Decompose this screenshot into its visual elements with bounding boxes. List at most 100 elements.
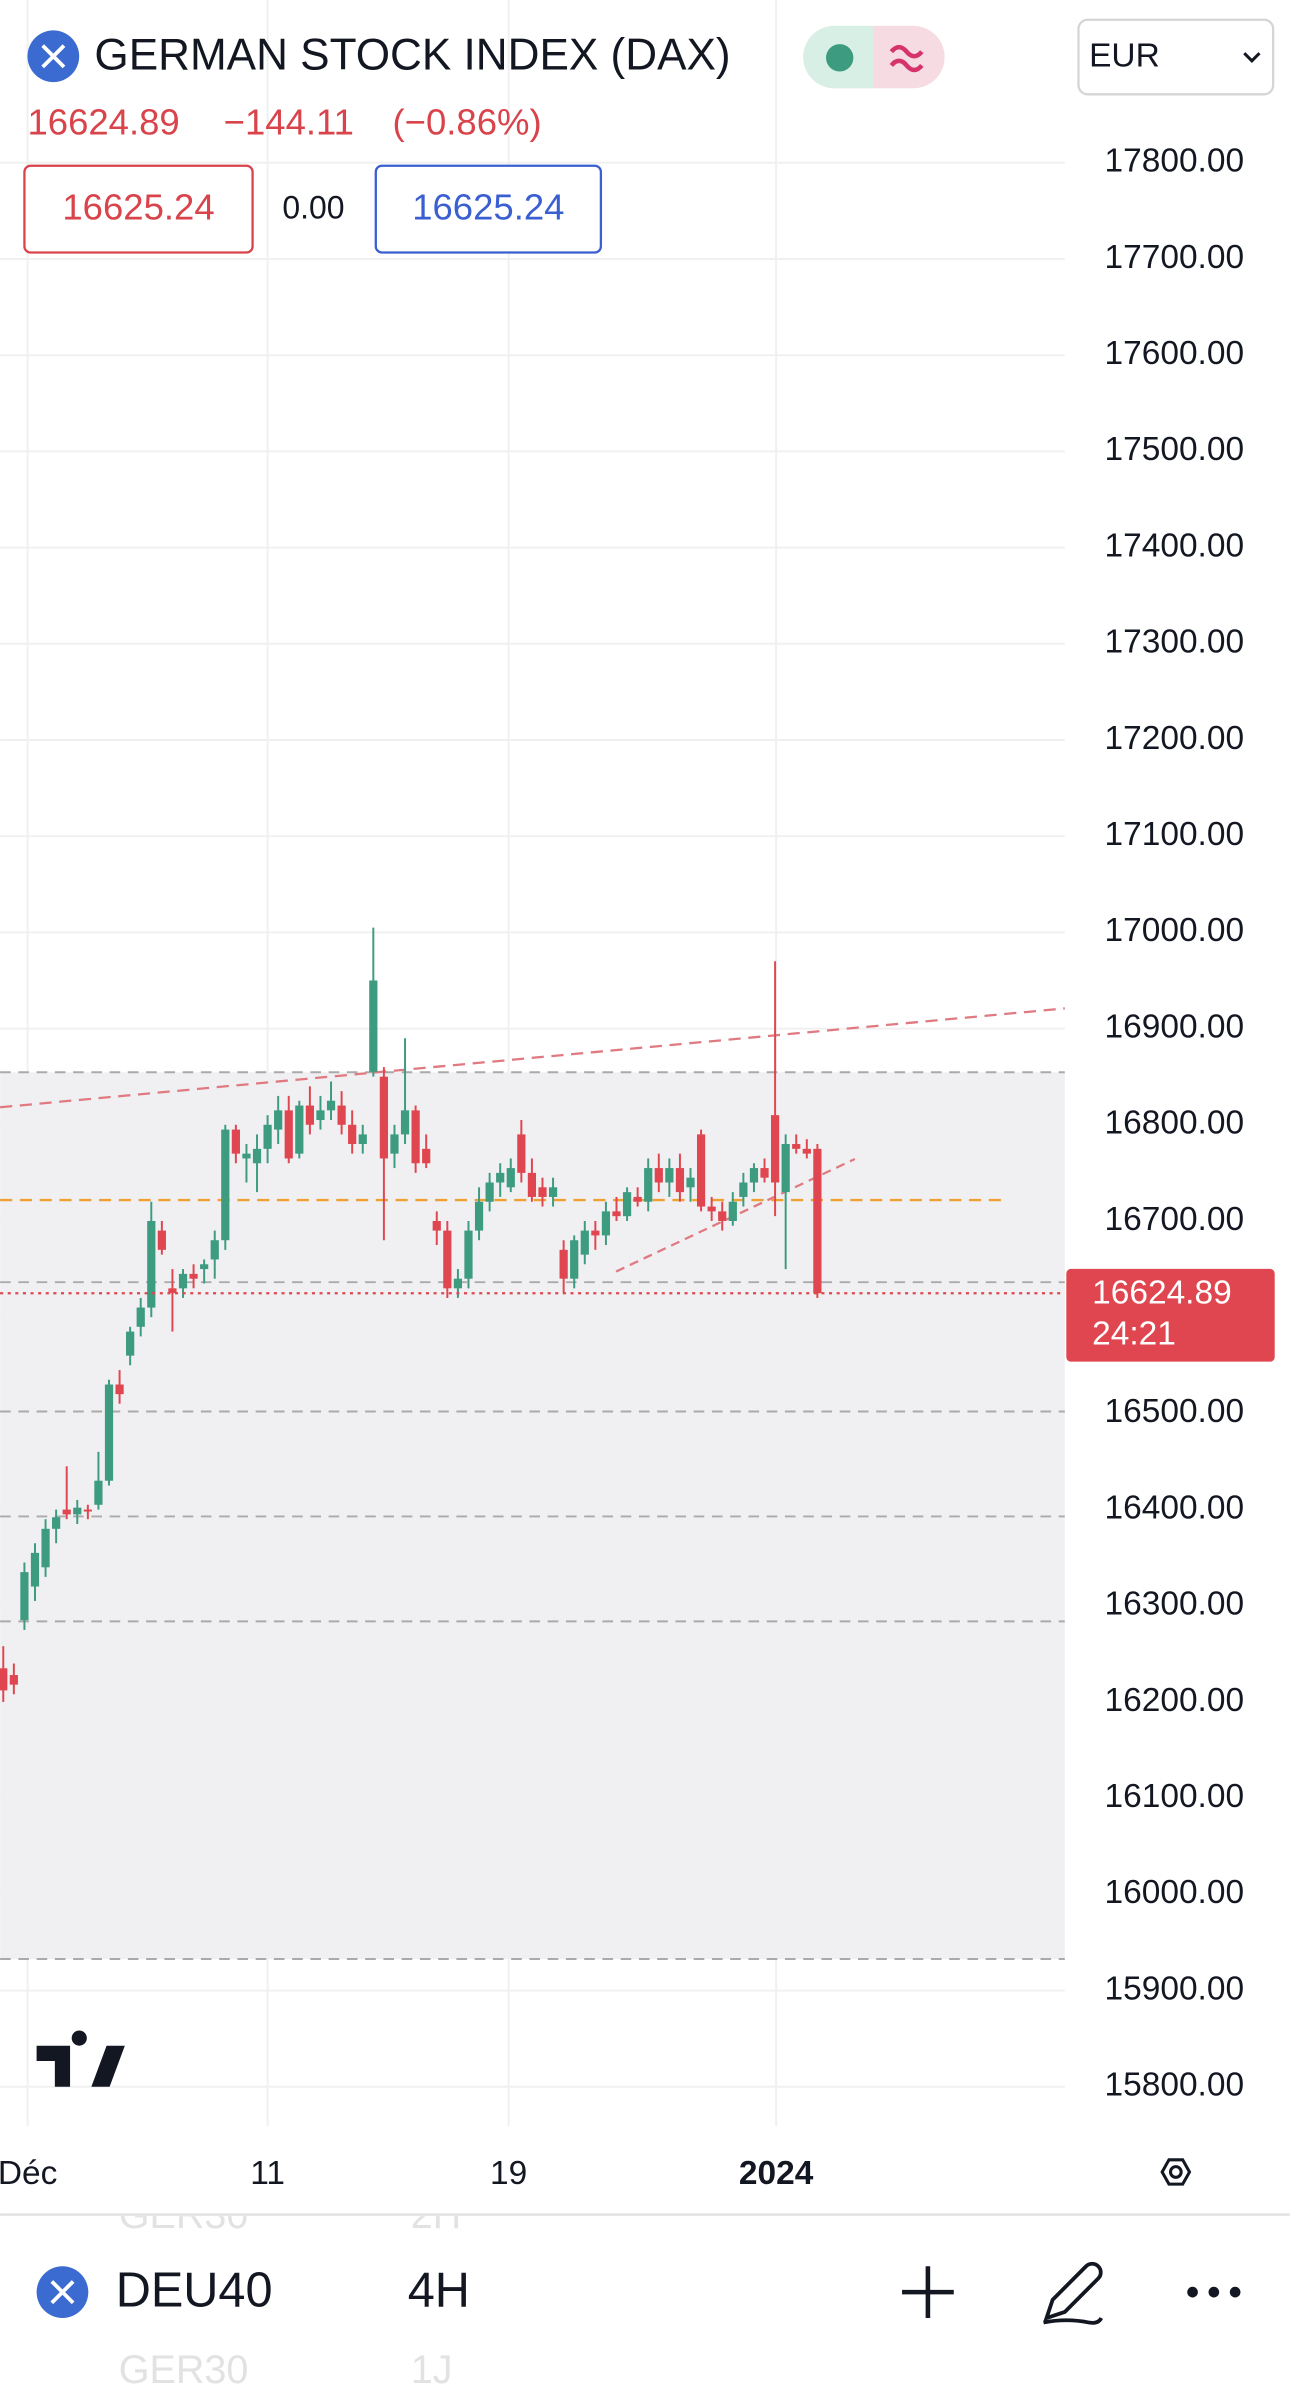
candle-body xyxy=(316,1110,325,1120)
y-tick-label: 16800.00 xyxy=(1105,1105,1245,1142)
candle-body xyxy=(559,1249,568,1279)
candle-body xyxy=(474,1201,484,1231)
last-price-box xyxy=(1066,1268,1275,1362)
candle-body xyxy=(136,1307,145,1327)
price-change-pct: (−0.86%) xyxy=(393,101,542,142)
buy-price: 16625.24 xyxy=(412,187,564,228)
candle-body xyxy=(178,1273,188,1289)
candle-body xyxy=(792,1144,801,1149)
y-tick-label: 15800.00 xyxy=(1105,2067,1245,2104)
symbol[interactable]: DEU40 xyxy=(116,2264,273,2318)
candle-body xyxy=(326,1100,336,1111)
y-tick-label: 16200.00 xyxy=(1105,1682,1245,1719)
candle-body xyxy=(654,1168,663,1183)
y-tick-label: 17400.00 xyxy=(1105,527,1245,564)
candle-body xyxy=(242,1153,251,1159)
y-tick-label: 17300.00 xyxy=(1105,624,1245,661)
symbol-title[interactable]: GERMAN STOCK INDEX (DAX) xyxy=(94,30,730,79)
candle-body xyxy=(104,1384,114,1481)
candle-body xyxy=(622,1192,632,1217)
y-tick-label: 15900.00 xyxy=(1105,1970,1245,2007)
candle-body xyxy=(506,1168,515,1188)
dot xyxy=(1208,2286,1220,2298)
sell-button[interactable] xyxy=(23,164,254,254)
candle-body xyxy=(633,1196,642,1202)
candle-body xyxy=(781,1144,790,1193)
candle-body xyxy=(252,1148,262,1164)
candle-body xyxy=(601,1211,611,1236)
candle-body xyxy=(20,1572,29,1621)
x-tick-label: 19 xyxy=(490,2155,527,2192)
dot xyxy=(1229,2286,1241,2298)
candle-body xyxy=(62,1509,71,1515)
last-price-label: 16624.89 xyxy=(1092,1275,1232,1312)
axes: 15800.00 15900.00 16000.00 16100.00 16200.00… xyxy=(0,143,1275,2192)
candle-body xyxy=(422,1148,431,1164)
candle-body xyxy=(443,1230,452,1289)
y-tick-label: 16500.00 xyxy=(1105,1393,1245,1430)
settings-icon-dot xyxy=(1168,2165,1183,2179)
y-tick-label: 17700.00 xyxy=(1105,239,1245,276)
candle-body xyxy=(231,1129,240,1154)
buy-button[interactable] xyxy=(374,164,603,254)
tv-logo xyxy=(36,2030,125,2087)
candle-body xyxy=(739,1182,748,1197)
interval[interactable]: 4H xyxy=(408,2264,470,2318)
more-button[interactable] xyxy=(1187,2286,1241,2298)
candles xyxy=(0,927,1065,1702)
candle-body xyxy=(284,1110,293,1159)
candle-body xyxy=(94,1480,103,1505)
candle-body xyxy=(9,1675,18,1685)
settings-icon[interactable] xyxy=(1160,2158,1192,2186)
candle-body xyxy=(337,1105,346,1125)
y-tick-label: 16300.00 xyxy=(1105,1586,1245,1623)
candle-body xyxy=(728,1201,737,1221)
candle-body xyxy=(115,1384,124,1395)
candle-body xyxy=(485,1182,494,1202)
y-tick-label: 16400.00 xyxy=(1105,1489,1245,1526)
trend-line xyxy=(0,1007,1065,1109)
y-tick-label: 16900.00 xyxy=(1105,1008,1245,1045)
candle-body xyxy=(30,1552,40,1587)
candle-body xyxy=(400,1110,410,1135)
bottom-bar: GER30 2H GER30 1J xyxy=(119,2193,462,2391)
y-tick-label: 17200.00 xyxy=(1105,720,1245,757)
sell-price: 16625.24 xyxy=(62,187,214,228)
y-tick-label: 16700.00 xyxy=(1105,1201,1245,1238)
candle-body xyxy=(274,1110,283,1130)
candle-body xyxy=(73,1507,82,1515)
candle-body xyxy=(411,1110,420,1164)
candle-body xyxy=(527,1172,537,1197)
candle-body xyxy=(189,1273,198,1279)
candle-body xyxy=(432,1220,441,1231)
countdown: 24:21 xyxy=(1092,1316,1176,1353)
candle-body xyxy=(749,1168,759,1183)
candle-body xyxy=(52,1517,61,1529)
candle-body xyxy=(464,1230,473,1279)
candle-body xyxy=(696,1134,706,1207)
candle-body xyxy=(538,1187,547,1197)
candle-body xyxy=(580,1230,589,1255)
currency: EUR xyxy=(1089,38,1160,75)
candle-body xyxy=(221,1129,230,1241)
chevron xyxy=(1243,52,1261,63)
x-tick-label: 2024 xyxy=(739,2155,814,2192)
y-tick-label: 17500.00 xyxy=(1105,431,1245,468)
candle-body xyxy=(210,1240,219,1260)
add-button[interactable] xyxy=(902,2266,954,2318)
spread: 0.00 xyxy=(282,189,344,225)
candle-body xyxy=(348,1124,357,1145)
x-tick-label: 11 xyxy=(250,2155,285,2192)
y-tick-label: 16100.00 xyxy=(1105,1778,1245,1815)
prev-interval: 2H xyxy=(411,2193,462,2237)
draw-button[interactable] xyxy=(1043,2261,1103,2325)
last-price: 16624.89 xyxy=(27,101,179,142)
candle-body xyxy=(305,1105,314,1125)
currency-select[interactable] xyxy=(1077,18,1275,96)
candle-body xyxy=(675,1168,685,1193)
candle-body xyxy=(570,1240,579,1279)
candle-body xyxy=(548,1187,558,1197)
candle-body xyxy=(358,1134,367,1145)
y-tick-label: 17800.00 xyxy=(1105,143,1245,180)
